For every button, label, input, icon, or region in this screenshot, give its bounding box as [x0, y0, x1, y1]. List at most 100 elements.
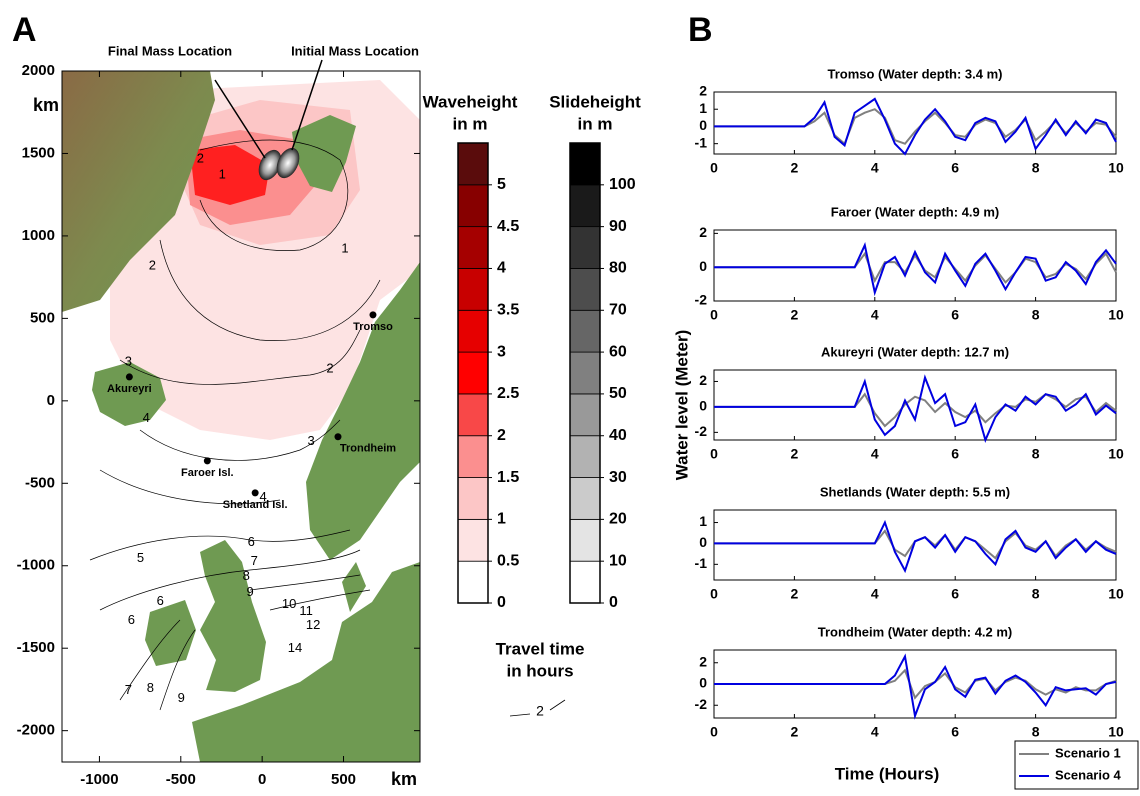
panel-label: B — [688, 11, 713, 49]
y-tick-label: 0 — [699, 534, 707, 550]
x-tick-label: 10 — [1108, 446, 1124, 462]
figure: Final Mass Location Initial Mass Locatio… — [0, 0, 1140, 791]
annotation: Initial Mass Location — [291, 43, 419, 58]
colorbar-tick-label: 3.5 — [497, 301, 519, 318]
y-tick-label: 1500 — [22, 144, 55, 161]
colorbar-segment — [458, 227, 488, 269]
y-tick-label: -2 — [695, 292, 708, 308]
place-label: Akureyri — [107, 383, 152, 395]
y-tick-label: -1500 — [17, 639, 55, 656]
place-marker — [334, 433, 341, 440]
x-tick-label: 500 — [331, 771, 356, 788]
x-tick-label: 6 — [951, 446, 959, 462]
plot-frame — [714, 370, 1116, 440]
colorbar-segment — [458, 436, 488, 478]
x-tick-label: 2 — [791, 160, 799, 176]
colorbar-tick-label: 60 — [609, 343, 627, 360]
colorbar-tick-label: 10 — [609, 552, 627, 569]
y-tick-label: 500 — [30, 309, 55, 326]
x-tick-label: -500 — [166, 771, 196, 788]
contour-label: 12 — [306, 617, 320, 632]
y-tick-label: 0 — [699, 398, 707, 414]
y-tick-label: -2 — [695, 423, 708, 439]
colorbar-tick-label: 80 — [609, 260, 627, 277]
y-tick-label: 2 — [699, 653, 707, 669]
y-tick-label: -2 — [695, 696, 708, 712]
x-axis-label: km — [391, 769, 417, 789]
y-tick-label: 0 — [47, 392, 55, 409]
travel-time-title: Travel time — [496, 639, 585, 658]
y-tick-label: 2 — [699, 372, 707, 388]
y-tick-label: -1 — [695, 555, 708, 571]
x-tick-label: 0 — [710, 307, 718, 323]
contour-label: 4 — [143, 410, 150, 425]
colorbar-segment — [458, 394, 488, 436]
colorbar-tick-label: 40 — [609, 427, 627, 444]
contour-label: 7 — [251, 553, 258, 568]
colorbar-segment — [570, 478, 600, 520]
contour-label: 1 — [341, 240, 348, 255]
travel-time-sample-label: 2 — [536, 703, 544, 719]
colorbar-tick-label: 4.5 — [497, 218, 519, 235]
colorbar-tick-label: 0 — [497, 594, 506, 611]
y-tick-label: 1 — [699, 100, 707, 116]
colorbar-segment — [570, 519, 600, 561]
y-tick-label: 0 — [699, 675, 707, 691]
contour-label: 10 — [282, 596, 296, 611]
place-marker — [369, 311, 376, 318]
contour-label: 8 — [147, 680, 154, 695]
place-marker — [204, 457, 211, 464]
contour-label: 11 — [299, 603, 313, 618]
y-tick-label: -500 — [25, 474, 55, 491]
contour-label: 2 — [197, 150, 204, 165]
colorbar-tick-label: 100 — [609, 176, 636, 193]
contour-label: 2 — [149, 257, 156, 272]
colorbar-segment — [458, 352, 488, 394]
x-tick-label: 6 — [951, 724, 959, 740]
x-tick-label: 6 — [951, 160, 959, 176]
colorbar-tick-label: 90 — [609, 218, 627, 235]
contour-label: 6 — [157, 593, 164, 608]
colorbar-tick-label: 1.5 — [497, 469, 519, 486]
x-tick-label: 0 — [710, 586, 718, 602]
x-tick-label: 6 — [951, 307, 959, 323]
y-tick-label: -1 — [695, 134, 708, 150]
colorbar-title: Waveheight — [423, 92, 518, 111]
y-tick-label: 2000 — [22, 62, 55, 79]
x-tick-label: 10 — [1108, 307, 1124, 323]
x-axis-label: Time (Hours) — [835, 764, 940, 783]
contour-label: 2 — [326, 360, 333, 375]
colorbar-tick-label: 0 — [609, 594, 618, 611]
colorbar-segment — [458, 519, 488, 561]
y-tick-label: 1000 — [22, 227, 55, 244]
x-tick-label: 4 — [871, 446, 879, 462]
colorbar-tick-label: 2 — [497, 427, 506, 444]
x-tick-label: 4 — [871, 586, 879, 602]
colorbar-title: in m — [578, 114, 613, 133]
colorbar-tick-label: 20 — [609, 511, 627, 528]
y-tick-label: 1 — [699, 513, 707, 529]
x-tick-label: 8 — [1032, 724, 1040, 740]
contour-label: 3 — [125, 353, 132, 368]
y-axis-label: km — [33, 95, 59, 115]
contour-label: 9 — [246, 584, 253, 599]
contour-label: 14 — [288, 640, 302, 655]
y-tick-label: 2 — [699, 224, 707, 240]
colorbar-segment — [570, 185, 600, 227]
legend-label: Scenario 4 — [1055, 767, 1122, 782]
plot-frame — [714, 510, 1116, 580]
place-marker — [126, 373, 133, 380]
chart-title: Tromso (Water depth: 3.4 m) — [827, 66, 1002, 81]
colorbar-segment — [570, 394, 600, 436]
x-tick-label: 2 — [791, 307, 799, 323]
colorbar-tick-label: 50 — [609, 385, 627, 402]
colorbar-title: in m — [453, 114, 488, 133]
place-marker — [252, 489, 259, 496]
x-tick-label: 0 — [710, 160, 718, 176]
annotation: Final Mass Location — [108, 43, 232, 58]
colorbar-segment — [458, 185, 488, 227]
colorbar-segment — [570, 268, 600, 310]
colorbar-segment — [458, 478, 488, 520]
map-background — [62, 71, 420, 762]
x-tick-label: 10 — [1108, 160, 1124, 176]
